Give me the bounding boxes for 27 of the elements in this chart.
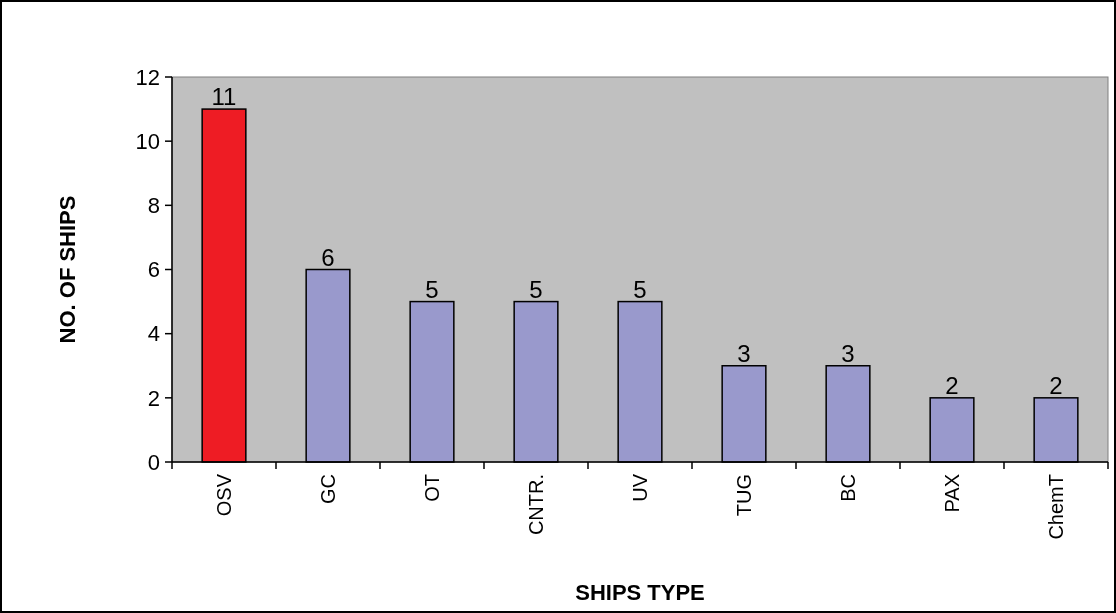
x-tick-label: BC (837, 474, 859, 502)
x-tick-label: PAX (941, 474, 963, 513)
data-label: 5 (529, 275, 543, 303)
data-label: 5 (425, 275, 439, 303)
y-tick-label: 0 (147, 449, 160, 475)
data-label: 3 (841, 339, 855, 367)
x-tick-label: OT (421, 474, 443, 502)
data-label: 2 (1049, 371, 1063, 399)
x-tick-label: OSV (213, 473, 235, 517)
y-tick-label: 8 (147, 193, 160, 219)
x-axis-title: SHIPS TYPE (575, 580, 705, 605)
y-axis-title: NO. OF SHIPS (55, 195, 80, 344)
data-label: 2 (945, 371, 959, 399)
x-tick-label: UV (629, 473, 651, 502)
y-tick-label: 4 (147, 321, 160, 347)
data-label: 6 (321, 243, 335, 271)
y-tick-label: 2 (147, 385, 160, 411)
data-label: 3 (737, 339, 751, 367)
x-tick-label: GC (317, 474, 339, 504)
data-label: 5 (633, 275, 647, 303)
x-tick-label: ChemT (1045, 474, 1067, 540)
data-label: 11 (211, 83, 237, 111)
y-tick-label: 6 (147, 257, 160, 283)
y-tick-label: 12 (135, 64, 160, 90)
y-tick-label: 10 (135, 128, 160, 154)
x-tick-label: TUG (733, 474, 755, 517)
x-tick-label: CNTR. (525, 474, 547, 536)
